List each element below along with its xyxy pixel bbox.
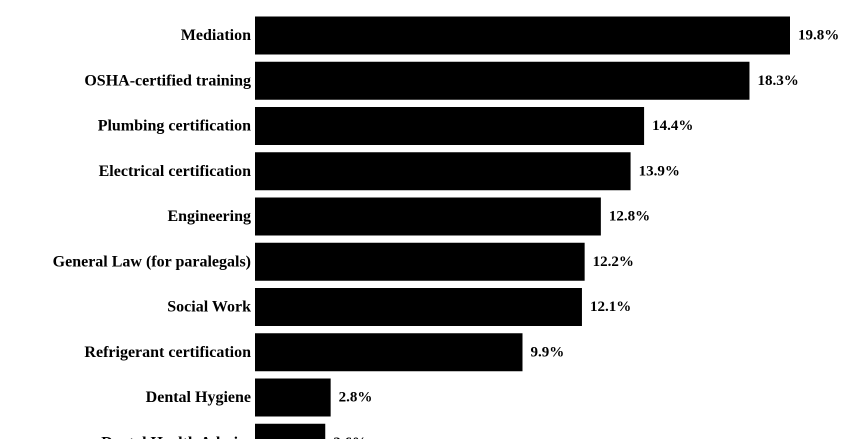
category-label: Dental Health Admin. bbox=[101, 434, 251, 439]
value-label: 9.9% bbox=[531, 344, 565, 360]
value-label: 14.4% bbox=[652, 118, 693, 134]
category-label: OSHA-certified training bbox=[84, 72, 251, 89]
category-label: Social Work bbox=[167, 299, 251, 316]
value-label: 12.8% bbox=[609, 209, 650, 225]
bar bbox=[255, 242, 585, 281]
bar bbox=[255, 378, 331, 417]
category-label: Mediation bbox=[181, 27, 251, 44]
value-label: 2.6% bbox=[333, 435, 367, 439]
category-label: Dental Hygiene bbox=[146, 389, 251, 406]
bar bbox=[255, 197, 601, 236]
value-label: 18.3% bbox=[757, 73, 798, 89]
value-label: 13.9% bbox=[639, 163, 680, 179]
value-label: 12.1% bbox=[590, 299, 631, 315]
bar bbox=[255, 152, 631, 191]
bar bbox=[255, 16, 790, 55]
bar bbox=[255, 423, 326, 444]
value-label: 19.8% bbox=[798, 28, 839, 44]
bar bbox=[255, 61, 750, 100]
bar bbox=[255, 288, 582, 326]
category-label: Plumbing certification bbox=[98, 118, 251, 135]
bar bbox=[255, 333, 523, 372]
category-label: General Law (for paralegals) bbox=[53, 253, 251, 270]
bar bbox=[255, 107, 645, 145]
value-label: 2.8% bbox=[339, 390, 373, 406]
value-label: 12.2% bbox=[593, 254, 634, 270]
category-label: Engineering bbox=[167, 208, 251, 225]
category-label: Refrigerant certification bbox=[84, 344, 251, 361]
category-label: Electrical certification bbox=[99, 163, 251, 180]
